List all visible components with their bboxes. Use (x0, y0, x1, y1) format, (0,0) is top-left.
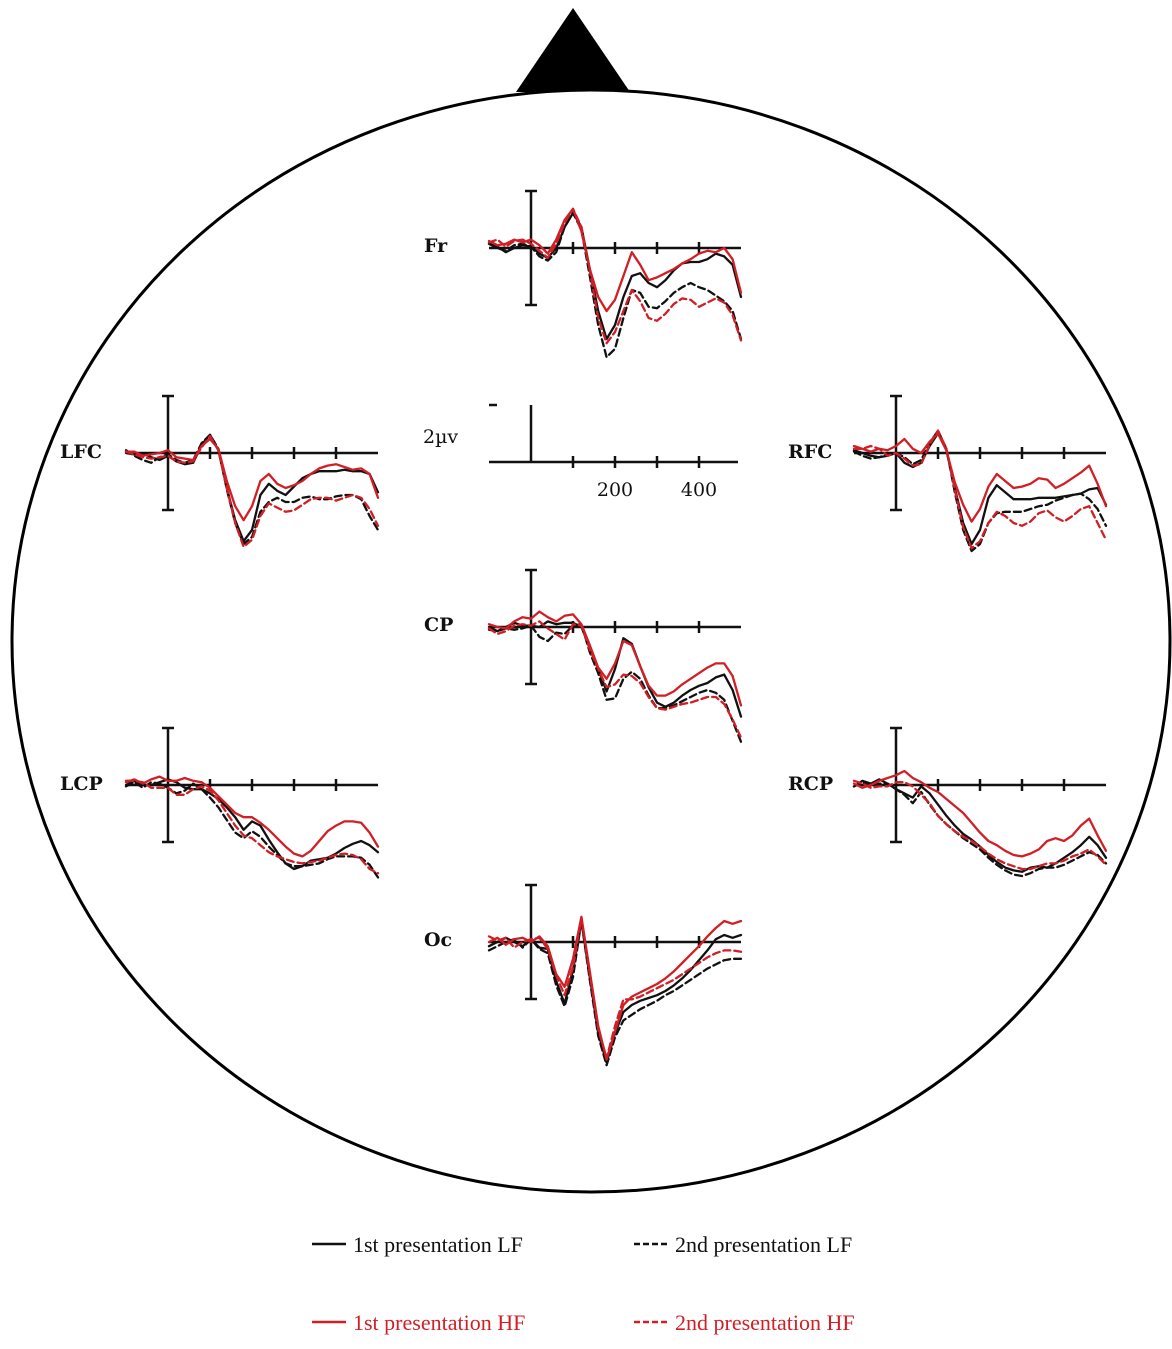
scale-bar-label: 2µv (423, 426, 458, 448)
legend-label-2nd-presentation-lf: 2nd presentation LF (675, 1232, 852, 1257)
site-label-lcp: LCP (60, 773, 103, 795)
scale-ticks: 200 400 (571, 456, 717, 501)
lcp-series-1st-presentation-hf (124, 775, 380, 858)
head-outline (10, 88, 1172, 1194)
panel-fr: Fr (424, 189, 743, 359)
legend-label-1st-presentation-lf: 1st presentation LF (353, 1232, 523, 1257)
panel-oc: Oc (424, 883, 743, 1067)
scale-tick-label-200: 200 (597, 479, 633, 501)
scale-reference: 2µv 200 400 (423, 403, 738, 501)
site-label-rfc: RFC (788, 441, 832, 463)
site-label-oc: Oc (424, 929, 452, 951)
rcp-series-1st-presentation-hf (852, 769, 1108, 858)
panel-lfc: LFC (60, 394, 380, 548)
rcp-series-2nd-presentation-lf (852, 781, 1108, 878)
site-label-lfc: LFC (60, 441, 102, 463)
legend-item-1st-presentation-lf: 1st presentation LF (312, 1232, 523, 1257)
lfc-series-2nd-presentation-hf (124, 435, 380, 548)
legend-item-2nd-presentation-hf: 2nd presentation HF (634, 1310, 855, 1335)
lcp-series-1st-presentation-lf (124, 778, 380, 871)
legend-label-1st-presentation-hf: 1st presentation HF (353, 1310, 525, 1335)
legend-item-1st-presentation-hf: 1st presentation HF (312, 1310, 525, 1335)
panel-cp: CP (424, 568, 743, 743)
rfc-series-1st-presentation-hf (852, 432, 1108, 523)
legend-item-2nd-presentation-lf: 2nd presentation LF (634, 1232, 852, 1257)
fr-series-2nd-presentation-lf (487, 211, 743, 359)
cp-series-2nd-presentation-hf (487, 620, 743, 739)
scale-tick-label-400: 400 (681, 479, 717, 501)
nose-marker (516, 8, 630, 92)
fr-series-1st-presentation-hf (487, 207, 743, 313)
site-label-fr: Fr (424, 235, 448, 257)
oc-series-2nd-presentation-hf (487, 917, 743, 1060)
panel-rcp: RCP (788, 726, 1108, 878)
lcp-series-2nd-presentation-hf (124, 779, 380, 875)
site-label-cp: CP (424, 614, 453, 636)
panel-lcp: LCP (60, 726, 380, 879)
fr-series-2nd-presentation-hf (487, 207, 743, 345)
oc-series-1st-presentation-hf (487, 915, 743, 1061)
electrode-panels: Fr LFC RFC CP LCP RCP Oc (60, 189, 1108, 1067)
site-label-rcp: RCP (788, 773, 833, 795)
panel-rfc: RFC (788, 394, 1108, 553)
cp-series-1st-presentation-hf (487, 610, 743, 707)
legend: 1st presentation LF 2nd presentation LF 1s… (312, 1232, 855, 1335)
lfc-series-1st-presentation-hf (124, 437, 380, 522)
legend-label-2nd-presentation-hf: 2nd presentation HF (675, 1310, 855, 1335)
rfc-series-2nd-presentation-hf (852, 429, 1108, 550)
rcp-series-2nd-presentation-hf (852, 779, 1108, 871)
